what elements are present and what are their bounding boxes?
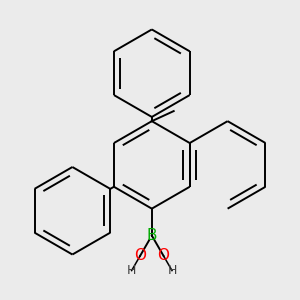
Text: H: H — [167, 264, 177, 277]
Text: H: H — [127, 264, 136, 277]
Text: O: O — [158, 248, 169, 263]
Text: B: B — [147, 228, 157, 243]
Text: O: O — [134, 248, 146, 263]
